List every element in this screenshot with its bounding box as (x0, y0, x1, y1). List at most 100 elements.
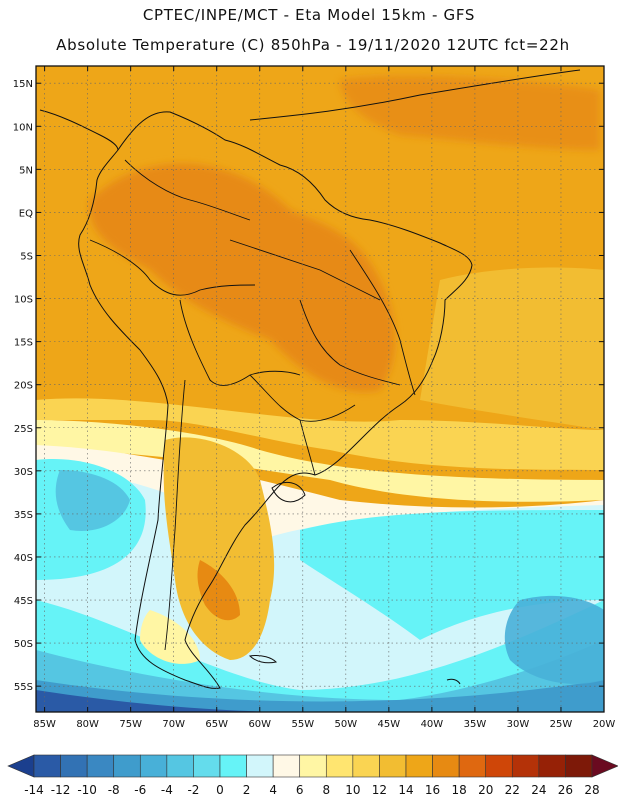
lat-tick-label: 35S (14, 510, 33, 521)
colorbar-box (299, 754, 327, 778)
lon-tick-label: 65W (205, 719, 228, 730)
colorbar-box (272, 754, 301, 778)
lat-tick-label: 55S (14, 682, 33, 693)
colorbar-label: 14 (398, 783, 413, 797)
border-brazil-states-2 (299, 299, 401, 386)
border-brazil-states-3 (349, 249, 416, 396)
colorbar-label: 16 (425, 783, 440, 797)
border-brazil-states-1 (229, 239, 381, 301)
field-band-0-west (55, 470, 130, 531)
colorbar-label: 18 (452, 783, 467, 797)
lon-tick-label: 55W (291, 719, 314, 730)
field-fuego-cool (140, 610, 200, 664)
lon-tick-label: 75W (119, 719, 142, 730)
lat-tick-label: 40S (14, 553, 33, 564)
field-warm-core (89, 163, 395, 392)
chart-title-line-2: Absolute Temperature (C) 850hPa - 19/11/… (56, 36, 570, 54)
colorbar-box (139, 754, 168, 778)
colorbar-box (405, 754, 433, 778)
south-georgia (446, 678, 461, 685)
field-east-ocean (420, 267, 604, 430)
lon-tick-label: 85W (33, 719, 56, 730)
colorbar-label: 26 (558, 783, 573, 797)
lat-tick-label: 10N (13, 122, 33, 133)
colorbar-box (458, 754, 487, 778)
latitude-axis: 15N 10N 5N EQ 5S 10S 15S 20S 25S 30S 35S 40S 45S 50S 5… (13, 79, 604, 693)
colorbar-label: -14 (24, 783, 44, 797)
lat-tick-label: 25S (14, 424, 33, 435)
lon-tick-label: 40W (421, 719, 444, 730)
colorbar-box (511, 754, 540, 778)
border-argentina-brazil (299, 419, 316, 476)
colorbar-box (325, 754, 354, 778)
lon-tick-label: 70W (162, 719, 185, 730)
colorbar-box (538, 754, 566, 778)
field-band-minus-6 (36, 680, 604, 712)
lon-tick-label: 80W (76, 719, 99, 730)
field-patagonia-warm (163, 437, 275, 660)
colorbar-label: -2 (187, 783, 199, 797)
colorbar-arrow-low (7, 754, 35, 778)
colorbar-label: 20 (478, 783, 493, 797)
colorbar-box (485, 754, 513, 778)
colorbar-label: 10 (345, 783, 360, 797)
colorbar-label: 22 (505, 783, 520, 797)
colorbar-label: -6 (134, 783, 146, 797)
colorbar-label: 28 (584, 783, 599, 797)
colorbar: -14 -12 -10 -8 -6 -4 -2 0 2 4 6 8 10 12 14 16 18 20 22 24 26… (7, 754, 618, 797)
lat-lon-grid (36, 66, 605, 712)
country-borders (89, 159, 416, 651)
colorbar-box (219, 754, 247, 778)
colorbar-label: 4 (269, 783, 277, 797)
chart-title-line-1: CPTEC/INPE/MCT - Eta Model 15km - GFS (142, 6, 476, 24)
lat-tick-label: 15N (13, 79, 33, 90)
temperature-field (36, 66, 604, 712)
colorbar-label: -4 (161, 783, 173, 797)
colorbar-arrow-high (591, 754, 618, 778)
colorbar-box (86, 754, 115, 778)
south-america-coast (78, 111, 473, 689)
colorbar-box (565, 754, 593, 778)
field-warm-north-atlantic (340, 75, 600, 150)
colorbar-label: 8 (322, 783, 330, 797)
colorbar-box (379, 754, 407, 778)
lon-tick-label: 20W (593, 719, 616, 730)
lat-tick-label: 5S (20, 251, 33, 262)
field-band-minus-12 (36, 690, 300, 712)
lon-tick-label: 45W (378, 719, 401, 730)
field-band-2-east (300, 510, 604, 640)
field-patagonia-hot (197, 560, 240, 621)
coastlines (39, 69, 581, 689)
colorbar-box (166, 754, 194, 778)
rio-de-la-plata (271, 481, 306, 503)
lon-tick-label: 50W (335, 719, 358, 730)
lat-tick-label: 45S (14, 596, 33, 607)
lat-tick-label: EQ (19, 208, 33, 219)
border-bolivia (179, 299, 301, 386)
field-band-0-south (36, 640, 604, 712)
colorbar-label: -10 (77, 783, 97, 797)
map-frame (35, 65, 605, 713)
border-peru-brazil (89, 239, 256, 296)
lon-tick-label: 30W (507, 719, 530, 730)
lon-tick-label: 35W (464, 719, 487, 730)
lon-tick-label: 25W (550, 719, 573, 730)
field-band-14 (36, 398, 604, 470)
lat-tick-label: 30S (14, 467, 33, 478)
colorbar-box (33, 754, 61, 778)
colorbar-box (113, 754, 141, 778)
lat-tick-label: 15S (14, 338, 33, 349)
lat-tick-label: 50S (14, 639, 33, 650)
colorbar-label: 0 (216, 783, 224, 797)
colorbar-label: -12 (51, 783, 71, 797)
colorbar-box (246, 754, 274, 778)
colorbar-box (193, 754, 221, 778)
colorbar-box (432, 754, 460, 778)
lat-tick-label: 20S (14, 381, 33, 392)
colorbar-box (352, 754, 380, 778)
colorbar-label: -8 (108, 783, 120, 797)
lat-tick-label: 10S (14, 295, 33, 306)
border-chile-argentina (164, 379, 186, 651)
lat-tick-label: 5N (19, 165, 33, 176)
